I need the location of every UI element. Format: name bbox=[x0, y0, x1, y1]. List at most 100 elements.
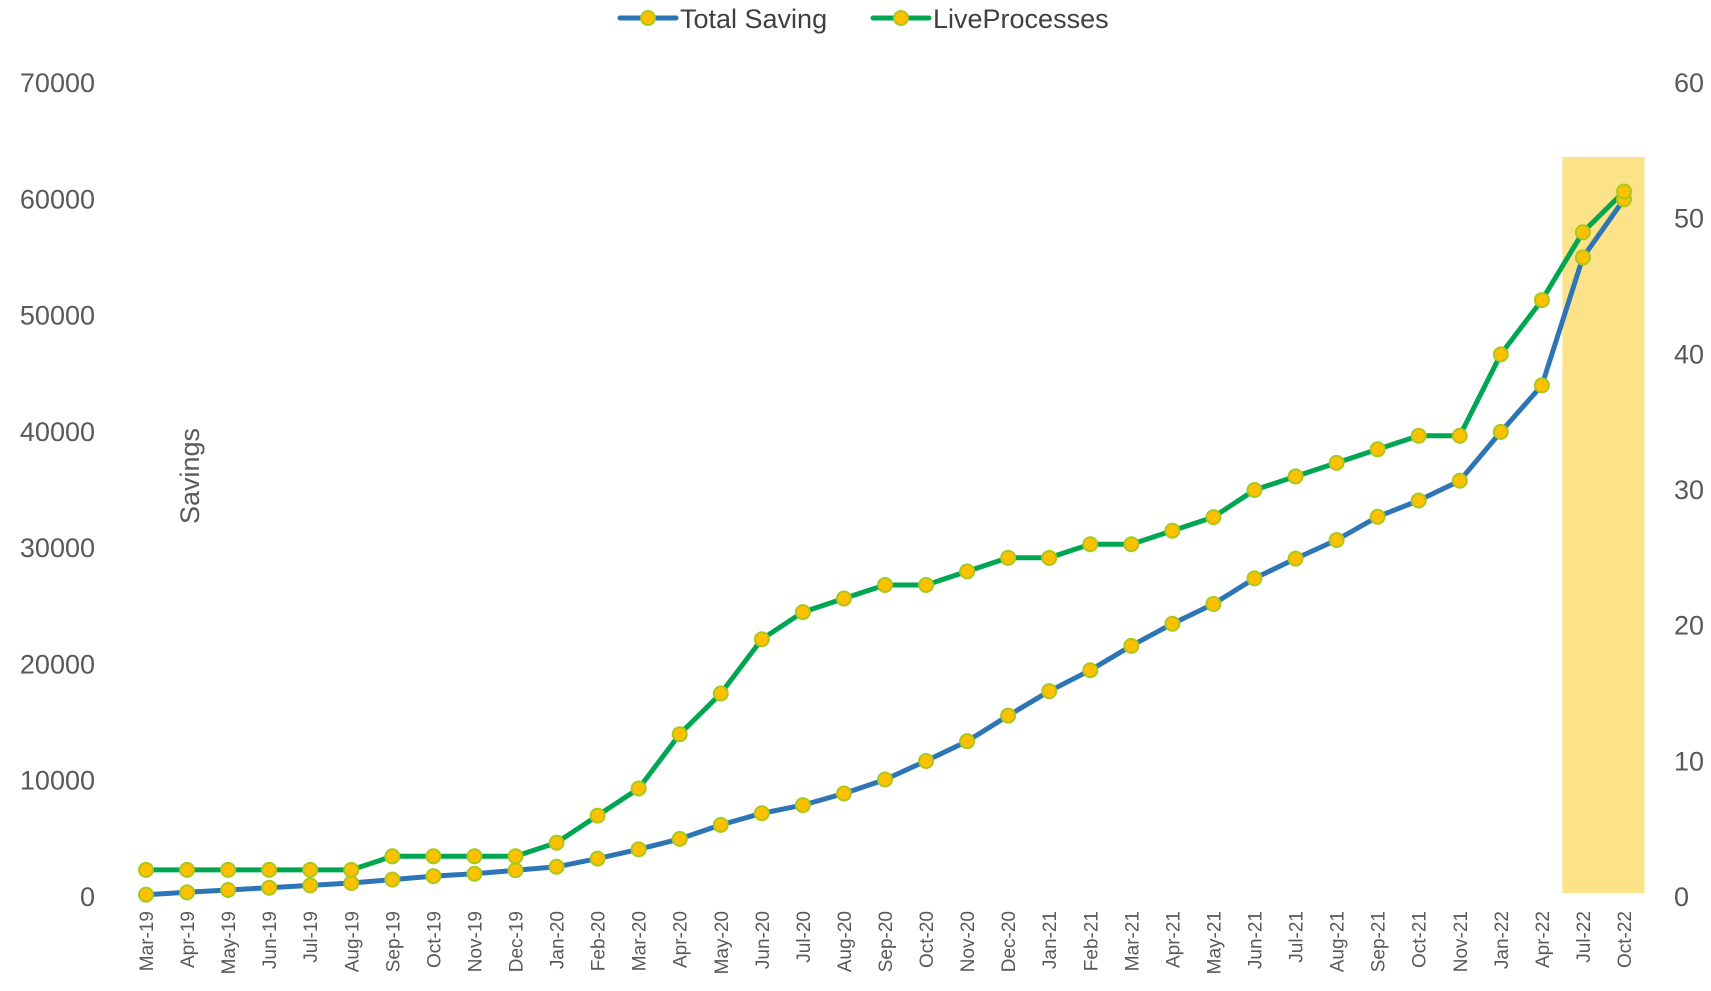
data-point-1 bbox=[1410, 492, 1427, 509]
data-point-2 bbox=[1574, 224, 1591, 241]
data-point-1 bbox=[918, 752, 935, 769]
data-point-2 bbox=[384, 848, 401, 865]
data-point-1 bbox=[302, 877, 319, 894]
x-tick-label: Jul-22 bbox=[1574, 911, 1595, 963]
right-axis-ticks: 0 10 20 30 40 50 60 bbox=[1674, 68, 1704, 912]
legend: Total Saving LiveProcesses bbox=[617, 4, 1109, 34]
x-tick-label: Jan-20 bbox=[548, 911, 569, 969]
data-point-2 bbox=[1410, 427, 1427, 444]
data-point-1 bbox=[220, 882, 237, 899]
data-point-2 bbox=[1082, 536, 1099, 553]
data-point-1 bbox=[1287, 550, 1304, 567]
highlight-band-layer bbox=[1562, 157, 1645, 893]
data-point-2 bbox=[1369, 441, 1386, 458]
y-axis-title: Savings bbox=[175, 428, 205, 524]
data-point-1 bbox=[630, 841, 647, 858]
data-point-2 bbox=[425, 848, 442, 865]
y2-tick-label: 40 bbox=[1674, 339, 1704, 369]
x-tick-label: Jan-22 bbox=[1492, 911, 1513, 969]
x-tick-label: Nov-21 bbox=[1451, 911, 1472, 972]
data-point-1 bbox=[1041, 683, 1058, 700]
y-tick-label: 0 bbox=[80, 882, 95, 912]
data-point-1 bbox=[835, 785, 852, 802]
series-lines bbox=[143, 189, 1627, 898]
data-point-1 bbox=[179, 884, 196, 901]
y-tick-label: 50000 bbox=[20, 301, 95, 331]
data-point-1 bbox=[425, 868, 442, 885]
x-tick-label: Feb-21 bbox=[1081, 911, 1102, 971]
x-tick-label: Aug-20 bbox=[835, 911, 856, 972]
data-point-2 bbox=[1287, 468, 1304, 485]
data-point-1 bbox=[261, 879, 278, 896]
y2-tick-label: 10 bbox=[1674, 746, 1704, 776]
data-point-2 bbox=[220, 861, 237, 878]
data-point-2 bbox=[918, 576, 935, 593]
data-point-2 bbox=[1533, 292, 1550, 309]
data-point-2 bbox=[712, 685, 729, 702]
data-point-2 bbox=[1000, 549, 1017, 566]
data-point-1 bbox=[1246, 570, 1263, 587]
data-point-1 bbox=[959, 733, 976, 750]
x-tick-label: Apr-20 bbox=[671, 911, 692, 968]
data-point-1 bbox=[753, 805, 770, 822]
data-point-1 bbox=[1164, 615, 1181, 632]
x-tick-label: Apr-19 bbox=[178, 911, 199, 968]
y2-tick-label: 0 bbox=[1674, 882, 1689, 912]
x-tick-label: Aug-21 bbox=[1328, 911, 1349, 972]
x-tick-label: Mar-19 bbox=[137, 911, 158, 971]
x-tick-label: May-20 bbox=[712, 911, 733, 974]
data-point-2 bbox=[671, 726, 688, 743]
data-point-2 bbox=[1492, 346, 1509, 363]
x-tick-label: Feb-20 bbox=[589, 911, 610, 971]
data-point-2 bbox=[261, 861, 278, 878]
data-point-1 bbox=[1369, 508, 1386, 525]
data-point-1 bbox=[794, 797, 811, 814]
data-point-1 bbox=[384, 871, 401, 888]
data-point-2 bbox=[302, 861, 319, 878]
y-tick-label: 20000 bbox=[20, 649, 95, 679]
x-tick-label: Jun-20 bbox=[753, 911, 774, 969]
data-point-1 bbox=[1533, 377, 1550, 394]
y2-tick-label: 60 bbox=[1674, 68, 1704, 98]
data-point-2 bbox=[589, 807, 606, 824]
data-point-1 bbox=[343, 875, 360, 892]
x-tick-label: Mar-20 bbox=[630, 911, 651, 971]
series-line-1 bbox=[143, 196, 1627, 898]
x-tick-label: May-21 bbox=[1204, 911, 1225, 974]
x-tick-label: Jan-21 bbox=[1040, 911, 1061, 969]
x-tick-label: Sep-21 bbox=[1369, 911, 1390, 972]
data-point-2 bbox=[1328, 454, 1345, 471]
data-point-2 bbox=[1123, 536, 1140, 553]
x-tick-label: Jun-21 bbox=[1246, 911, 1267, 969]
data-point-2 bbox=[343, 861, 360, 878]
x-tick-label: Aug-19 bbox=[342, 911, 363, 972]
data-point-2 bbox=[877, 576, 893, 593]
legend-marker-2 bbox=[893, 10, 909, 26]
data-point-2 bbox=[1164, 522, 1181, 539]
data-point-2 bbox=[1246, 482, 1263, 498]
series-line-2 bbox=[143, 189, 1627, 873]
x-tick-label: Apr-21 bbox=[1163, 911, 1184, 968]
data-point-1 bbox=[548, 858, 565, 875]
data-point-1 bbox=[1123, 637, 1140, 654]
x-tick-label: Jul-21 bbox=[1287, 911, 1308, 963]
data-point-1 bbox=[1574, 249, 1591, 266]
data-point-2 bbox=[507, 848, 524, 865]
x-tick-label: May-19 bbox=[219, 911, 240, 974]
x-tick-label: Jun-19 bbox=[260, 911, 281, 969]
x-tick-label: Dec-19 bbox=[507, 911, 528, 972]
y2-tick-label: 20 bbox=[1674, 611, 1704, 641]
data-point-1 bbox=[589, 850, 606, 867]
data-point-2 bbox=[548, 834, 565, 851]
left-axis-ticks: 0 10000 20000 30000 40000 50000 60000 70000 bbox=[20, 68, 95, 912]
data-point-1 bbox=[138, 886, 154, 903]
data-point-2 bbox=[1451, 427, 1468, 444]
data-point-2 bbox=[179, 861, 196, 878]
data-point-1 bbox=[712, 816, 729, 833]
data-point-2 bbox=[466, 848, 483, 865]
data-point-2 bbox=[630, 780, 647, 797]
x-tick-label: Oct-21 bbox=[1410, 911, 1431, 968]
data-point-1 bbox=[1205, 595, 1222, 612]
data-point-2 bbox=[1205, 509, 1222, 526]
